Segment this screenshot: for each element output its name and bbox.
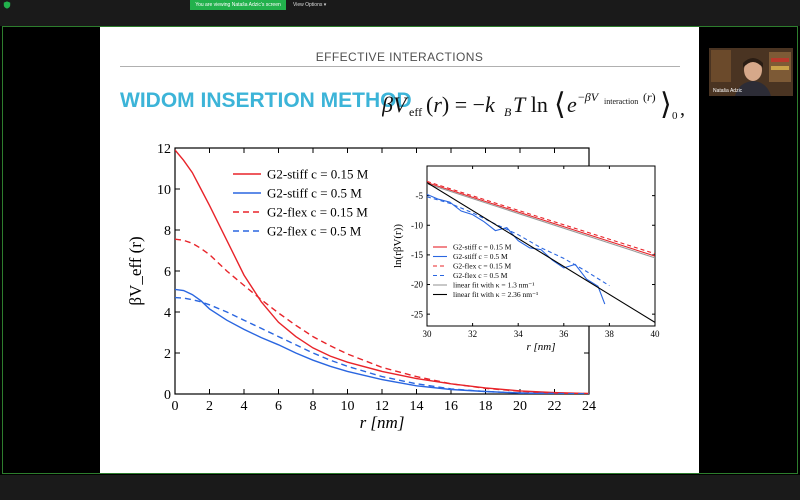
svg-text:(r): (r) (643, 90, 656, 104)
series-line (427, 196, 610, 287)
x-axis-label: r [nm] (360, 413, 405, 432)
x-tick-label: 22 (548, 399, 562, 414)
meeting-controls-bar (0, 475, 800, 500)
viewing-screen-badge: You are viewing Nataša Adzic's screen (190, 0, 286, 10)
series-line (175, 238, 589, 394)
svg-text:βV: βV (382, 92, 409, 117)
legend-label: G2-flex c = 0.15 M (453, 262, 512, 271)
x-tick-label: 10 (341, 399, 355, 414)
x-tick-label: 8 (310, 399, 317, 414)
x-tick-label: 0 (172, 399, 179, 414)
series-line (175, 149, 589, 394)
shared-screen-border (2, 26, 798, 474)
svg-text:,: , (680, 98, 685, 120)
view-options-button[interactable]: View Options ▾ (290, 0, 329, 10)
x-tick-label: 36 (559, 329, 569, 339)
x-tick-label: 14 (410, 399, 424, 414)
legend-label: G2-stiff c = 0.15 M (267, 167, 369, 182)
slide-title: WIDOM INSERTION METHOD (120, 89, 412, 112)
inset-chart: 30 32 34 36 38 40 -25 -20 -15 -10 -5 r [nm] ln(rβV(r… (392, 165, 661, 353)
presentation-slide: EFFECTIVE INTERACTIONS WIDOM INSERTION M… (100, 27, 699, 473)
x-tick-label: 12 (375, 399, 389, 414)
participant-video-tile[interactable]: Nataša Adzic (709, 48, 793, 96)
legend-label: G2-flex c = 0.15 M (267, 205, 368, 220)
series-line (427, 182, 655, 257)
svg-text:interaction: interaction (604, 97, 638, 106)
y-axis-label: ln(rβV(r)) (392, 224, 404, 268)
legend-label: linear fit with κ = 2.36 nm⁻¹ (453, 290, 538, 299)
y-tick-label: -5 (416, 191, 424, 201)
y-tick-label: -15 (411, 250, 423, 260)
shield-icon (3, 1, 11, 9)
y-tick-label: 10 (157, 183, 171, 198)
y-tick-label: 8 (164, 224, 171, 239)
x-tick-label: 20 (513, 399, 527, 414)
svg-text:0: 0 (672, 110, 678, 122)
svg-text:−βV: −βV (578, 90, 600, 104)
slide-header: EFFECTIVE INTERACTIONS (315, 50, 484, 64)
y-tick-label: -10 (411, 220, 423, 230)
y-tick-label: 6 (164, 265, 171, 280)
participant-name: Nataša Adzic (713, 88, 743, 94)
series-line (427, 183, 655, 259)
x-tick-label: 32 (468, 329, 477, 339)
x-tick-label: 38 (605, 329, 615, 339)
svg-text:B: B (504, 105, 512, 119)
y-tick-label: 0 (164, 388, 171, 403)
svg-text:e: e (567, 92, 577, 117)
series-line (427, 193, 606, 305)
x-tick-label: 16 (444, 399, 458, 414)
view-options-label: View Options (293, 2, 323, 8)
formula-equation: βV eff (r) = −k B T ln ⟨ e −βV interacti… (382, 88, 685, 122)
series-line (427, 182, 655, 323)
series-line (427, 180, 655, 255)
series-group (427, 180, 655, 323)
series-group (175, 149, 589, 394)
y-tick-label: 4 (164, 306, 171, 321)
svg-text:T ln: T ln (513, 92, 548, 117)
legend-label: linear fit with κ = 1.3 nm⁻¹ (453, 281, 535, 290)
y-axis-label: βV_eff (r) (126, 236, 145, 305)
legend-label: G2-stiff c = 0.15 M (453, 243, 512, 252)
legend-label: G2-stiff c = 0.5 M (267, 186, 362, 201)
series-line (175, 296, 589, 394)
svg-text:⟩: ⟩ (660, 88, 672, 121)
chevron-down-icon: ▾ (323, 2, 327, 8)
svg-text:(r) = −k: (r) = −k (426, 92, 496, 117)
x-axis-label: r [nm] (526, 341, 555, 353)
svg-text:eff: eff (409, 105, 422, 119)
x-tick-label: 18 (479, 399, 493, 414)
legend-label: G2-flex c = 0.5 M (453, 271, 508, 280)
y-tick-label: -20 (411, 280, 423, 290)
legend-label: G2-flex c = 0.5 M (267, 224, 362, 239)
x-tick-label: 6 (275, 399, 282, 414)
participant-video-image (709, 48, 793, 96)
x-tick-label: 34 (514, 329, 524, 339)
x-tick-label: 4 (241, 399, 248, 414)
x-tick-label: 40 (651, 329, 661, 339)
x-tick-label: 24 (582, 399, 596, 414)
x-tick-label: 2 (206, 399, 213, 414)
y-tick-label: 12 (157, 142, 171, 157)
x-tick-label: 30 (423, 329, 433, 339)
y-tick-label: -25 (411, 309, 423, 319)
screen-share-toolbar: You are viewing Nataša Adzic's screen Vi… (0, 0, 800, 10)
y-tick-label: 2 (164, 347, 171, 362)
header-divider (120, 66, 680, 67)
legend-label: G2-stiff c = 0.5 M (453, 252, 508, 261)
svg-text:⟨: ⟨ (554, 88, 566, 121)
